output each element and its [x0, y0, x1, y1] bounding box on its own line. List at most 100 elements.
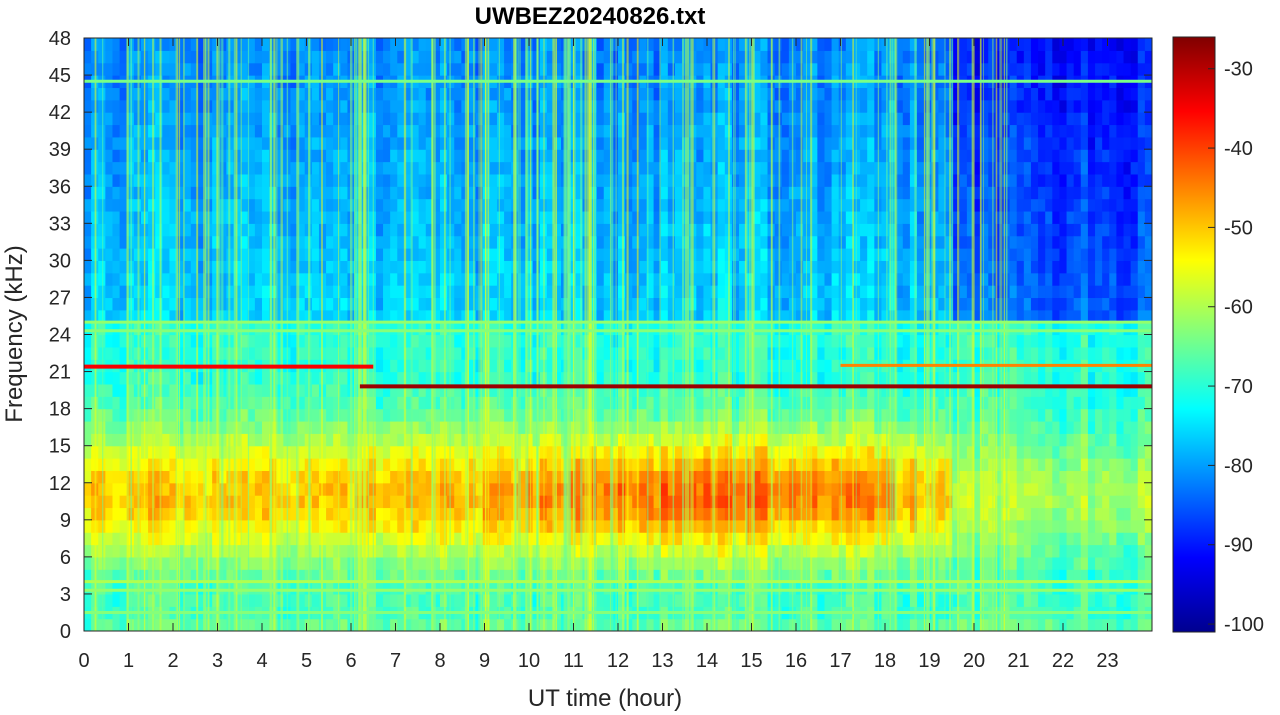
spectrogram-cell: [155, 371, 163, 385]
spectrogram-cell: [240, 112, 249, 126]
spectrogram-cell: [760, 408, 769, 422]
spectrogram-cell: [447, 161, 455, 175]
spectrogram-cell: [796, 593, 804, 607]
spectrogram-cell: [610, 198, 619, 212]
spectrogram-cell: [632, 581, 640, 595]
spectrogram-cell: [169, 136, 178, 150]
spectrogram-cell: [340, 334, 349, 348]
spectrogram-cell: [333, 260, 341, 274]
spectrogram-cell: [418, 149, 427, 163]
spectrogram-cell: [568, 248, 576, 261]
spectrogram-cell: [482, 297, 491, 311]
spectrogram-cell: [375, 235, 384, 249]
spectrogram-cell: [212, 223, 220, 237]
spectrogram-cell: [390, 507, 398, 521]
spectrogram-cell: [105, 544, 114, 558]
spectrogram-cell: [418, 285, 427, 299]
spectrogram-cell: [276, 532, 284, 546]
spectrogram-cell: [197, 62, 206, 76]
spectrogram-cell: [290, 495, 299, 509]
spectrogram-cell: [212, 544, 220, 558]
spectrogram-cell: [696, 346, 705, 360]
spectrogram-cell: [753, 482, 761, 496]
spectrogram-cell: [632, 532, 640, 546]
spectrogram-cell: [504, 433, 512, 447]
spectrogram-cell: [618, 112, 626, 126]
spectrogram-cell: [148, 149, 156, 163]
spectrogram-cell: [311, 235, 320, 249]
spectrogram-cell: [254, 161, 263, 175]
spectrogram-cell: [432, 458, 441, 471]
spectrogram-cell: [703, 470, 712, 484]
spectrogram-cell: [212, 618, 220, 631]
spectrogram-cell: [496, 235, 505, 249]
spectrogram-cell: [411, 445, 420, 459]
spectrogram-cell: [112, 346, 121, 360]
spectrogram-cell: [489, 581, 498, 595]
spectrogram-cell: [717, 62, 726, 76]
spectrogram-cell: [696, 235, 705, 249]
spectrogram-cell: [183, 309, 192, 323]
spectrogram-cell: [326, 124, 334, 138]
spectrogram-cell: [447, 433, 455, 447]
spectrogram-cell: [525, 458, 534, 471]
spectrogram-cell: [810, 124, 818, 138]
spectrogram-cell: [340, 149, 349, 163]
spectrogram-cell: [440, 346, 448, 360]
spectrogram-cell: [568, 124, 576, 138]
spectrogram-cell: [625, 248, 633, 261]
spectrogram-cell: [162, 445, 171, 459]
spectrogram-cell: [262, 458, 270, 471]
spectrogram-cell: [418, 495, 427, 509]
spectrogram-cell: [397, 458, 405, 471]
spectrogram-cell: [796, 433, 804, 447]
spectrogram-cell: [169, 173, 178, 187]
spectrogram-cell: [796, 50, 804, 64]
spectrogram-cell: [212, 396, 220, 410]
spectrogram-cell: [183, 248, 192, 261]
spectrogram-cell: [176, 309, 185, 323]
spectrogram-cell: [276, 272, 284, 286]
spectrogram-cell: [368, 223, 377, 237]
spectrogram-cell: [703, 186, 712, 200]
spectrogram-cell: [418, 38, 427, 51]
spectrogram-cell: [468, 272, 477, 286]
spectrogram-cell: [546, 346, 555, 360]
spectrogram-cell: [340, 260, 349, 274]
spectrogram-cell: [774, 248, 783, 261]
spectrogram-cell: [183, 396, 192, 410]
spectrogram-cell: [774, 38, 783, 51]
spectrogram-cell: [375, 371, 384, 385]
spectrogram-cell: [162, 161, 171, 175]
spectrogram-cell: [425, 223, 434, 237]
spectrogram-cell: [468, 62, 477, 76]
spectrogram-cell: [454, 519, 462, 533]
spectrogram-cell: [368, 618, 377, 631]
spectrogram-cell: [432, 532, 441, 546]
spectrogram-cell: [610, 433, 619, 447]
spectrogram-cell: [703, 173, 712, 187]
spectrogram-cell: [803, 124, 811, 138]
spectrogram-cell: [596, 420, 605, 434]
chart-title: UWBEZ20240826.txt: [475, 3, 706, 30]
spectrogram-cell: [105, 396, 114, 410]
spectrogram-cell: [653, 297, 662, 311]
spectrogram-cell: [803, 198, 811, 212]
spectrogram-cell: [183, 112, 192, 126]
spectrogram-cell: [667, 408, 676, 422]
spectrogram-cell: [553, 62, 562, 76]
spectrogram-cell: [625, 470, 633, 484]
spectrogram-cell: [368, 433, 377, 447]
spectrogram-cell: [674, 297, 683, 311]
spectrogram-cell: [667, 569, 676, 583]
spectrogram-cell: [660, 346, 669, 360]
spectrogram-cell: [525, 495, 534, 509]
spectrogram-cell: [781, 433, 790, 447]
spectrogram-cell: [432, 544, 441, 558]
spectrogram-cell: [297, 334, 306, 348]
spectrogram-cell: [112, 581, 121, 595]
spectrogram-cell: [696, 87, 705, 101]
spectrogram-cell: [596, 210, 605, 224]
spectrogram-cell: [674, 38, 683, 51]
spectrogram-cell: [397, 136, 405, 150]
